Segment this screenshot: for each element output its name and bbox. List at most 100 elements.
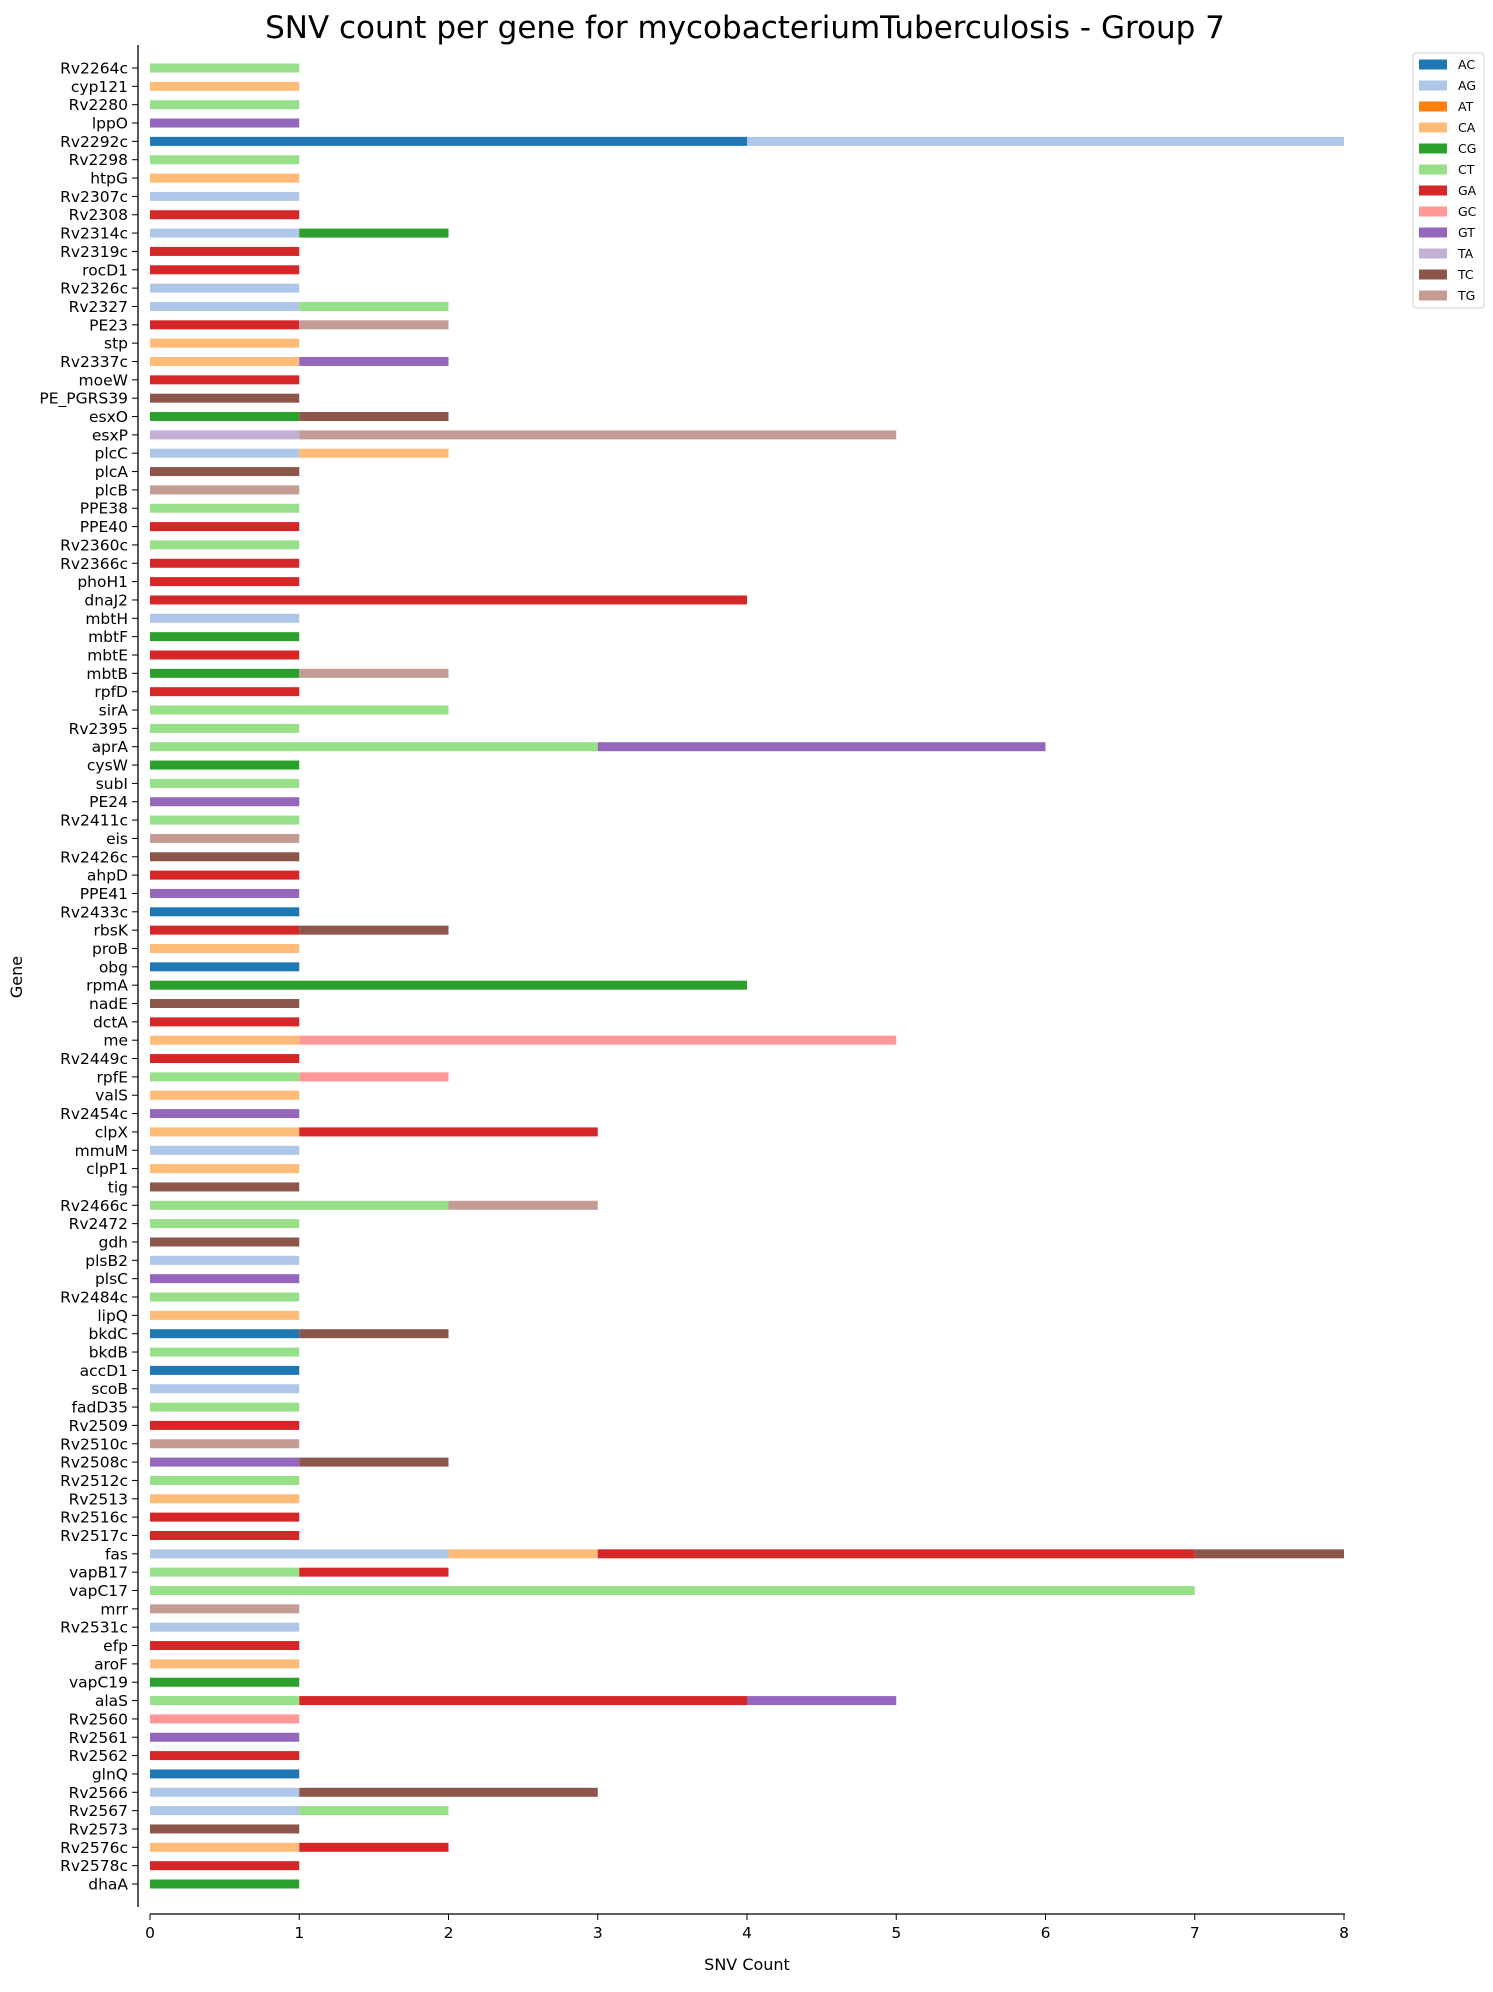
y-tick-label: mbtB xyxy=(86,665,128,683)
y-tick-label: Rv2513 xyxy=(69,1490,128,1508)
bar-segment-alaS-CT xyxy=(150,1696,300,1706)
y-tick-label: moeW xyxy=(79,371,128,389)
y-tick-label: Rv2516c xyxy=(60,1509,128,1527)
bar-segment-Rv2562-GA xyxy=(150,1751,300,1761)
bar-segment-Rv2319c-GA xyxy=(150,246,300,256)
y-tick-label: Rv2298 xyxy=(69,151,128,169)
y-tick-label: lipQ xyxy=(97,1307,128,1325)
bar-segment-Rv2508c-TC xyxy=(299,1457,449,1467)
y-tick-label: Rv2366c xyxy=(60,555,128,573)
y-tick-label: fas xyxy=(105,1545,128,1563)
y-tick-label: Rv2292c xyxy=(60,133,128,151)
legend-label-AT: AT xyxy=(1458,99,1474,114)
bar-segment-dnaJ2-GA xyxy=(150,595,747,605)
y-tick-label: Rv2562 xyxy=(69,1747,128,1765)
bar-segment-Rv2573-TC xyxy=(150,1824,300,1834)
bar-segment-rpfD-GA xyxy=(150,687,300,697)
y-tick-label: sirA xyxy=(99,702,129,720)
y-tick-label: mbtE xyxy=(87,646,128,664)
y-tick-label: plcB xyxy=(95,481,128,499)
bar-segment-rocD1-GA xyxy=(150,265,300,275)
y-tick-label: Rv2510c xyxy=(60,1435,128,1453)
y-tick-label: htpG xyxy=(90,170,128,188)
y-tick-label: Rv2576c xyxy=(60,1839,128,1857)
bar-segment-rpfE-CT xyxy=(150,1072,300,1082)
y-tick-label: clpP1 xyxy=(86,1160,128,1178)
bar-segment-aprA-GT xyxy=(597,742,1046,752)
bar-segment-vapC17-CT xyxy=(150,1586,1195,1596)
bar-segment-proB-CA xyxy=(150,943,300,953)
bar-segment-mmuM-AG xyxy=(150,1145,300,1155)
y-tick-label: Rv2280 xyxy=(69,96,128,114)
y-tick-label: gdh xyxy=(98,1233,128,1251)
bar-segment-Rv2292c-AG xyxy=(747,136,1344,146)
bar-segment-Rv2264c-CT xyxy=(150,63,300,73)
legend-label-TC: TC xyxy=(1457,267,1474,282)
y-tick-label: mrr xyxy=(100,1600,128,1618)
bar-segment-alaS-GT xyxy=(747,1696,897,1706)
legend-swatch-CT xyxy=(1419,164,1447,175)
legend-swatch-TC xyxy=(1419,269,1447,280)
legend-swatch-GA xyxy=(1419,185,1447,196)
bar-segment-valS-CA xyxy=(150,1090,300,1100)
bar-segment-plcB-TG xyxy=(150,485,300,495)
x-axis-label: SNV Count xyxy=(704,1955,790,1974)
y-tick-label: Rv2454c xyxy=(60,1105,128,1123)
y-tick-label: PPE40 xyxy=(80,518,128,536)
y-tick-label: proB xyxy=(92,940,128,958)
legend-swatch-GT xyxy=(1419,227,1447,238)
y-tick-label: cyp121 xyxy=(71,78,128,96)
bar-segment-fas-AG xyxy=(150,1549,449,1559)
y-tick-label: efp xyxy=(103,1637,128,1655)
bar-segment-plcC-CA xyxy=(299,448,449,458)
bar-segment-Rv2360c-CT xyxy=(150,540,300,550)
bar-segment-obg-AC xyxy=(150,962,300,972)
y-tick-label: Rv2395 xyxy=(69,720,128,738)
bar-segment-esxP-TA xyxy=(150,430,300,440)
y-tick-label: dctA xyxy=(93,1013,128,1031)
bar-segment-gdh-TC xyxy=(150,1237,300,1247)
bar-segment-tig-TC xyxy=(150,1182,300,1192)
bar-segment-plsC-GT xyxy=(150,1274,300,1284)
bar-segment-Rv2411c-CT xyxy=(150,815,300,825)
bar-segment-Rv2298-CT xyxy=(150,155,300,165)
bar-segment-Rv2326c-AG xyxy=(150,283,300,293)
bar-segment-stp-CA xyxy=(150,338,300,348)
legend-label-GT: GT xyxy=(1458,225,1475,240)
y-tick-label: dnaJ2 xyxy=(84,591,128,609)
bar-segment-bkdC-AC xyxy=(150,1329,300,1339)
y-tick-label: PE_PGRS39 xyxy=(39,390,128,409)
bar-segment-dhaA-CG xyxy=(150,1879,300,1889)
bar-segment-Rv2314c-CG xyxy=(299,228,449,238)
y-tick-label: Rv2337c xyxy=(60,353,128,371)
y-tick-label: scoB xyxy=(91,1380,128,1398)
bar-segment-Rv2576c-GA xyxy=(299,1842,449,1852)
bar-segment-nadE-TC xyxy=(150,999,300,1009)
bar-segment-aprA-CT xyxy=(150,742,598,752)
bar-segment-vapB17-GA xyxy=(299,1567,449,1577)
bar-segment-Rv2454c-GT xyxy=(150,1109,300,1119)
y-tick-label: valS xyxy=(95,1087,128,1105)
y-tick-label: glnQ xyxy=(92,1765,128,1783)
y-tick-label: bkdB xyxy=(89,1344,128,1362)
bar-segment-rpmA-CG xyxy=(150,980,747,990)
bar-segment-fas-TC xyxy=(1194,1549,1344,1559)
bar-segment-Rv2314c-AG xyxy=(150,228,300,238)
bar-segment-eis-TG xyxy=(150,833,300,843)
y-tick-label: mbtF xyxy=(88,628,128,646)
bar-segment-plcC-AG xyxy=(150,448,300,458)
y-tick-label: Rv2484c xyxy=(60,1289,128,1307)
bar-segment-alaS-GA xyxy=(299,1696,747,1706)
bar-segment-Rv2516c-GA xyxy=(150,1512,300,1522)
x-tick-label: 4 xyxy=(742,1924,752,1942)
bar-segment-plsB2-AG xyxy=(150,1255,300,1265)
y-tick-label: obg xyxy=(99,958,128,976)
y-tick-label: vapB17 xyxy=(69,1564,128,1582)
bar-segment-PPE40-GA xyxy=(150,522,300,532)
bar-segment-lipQ-CA xyxy=(150,1310,300,1320)
bar-segment-cyp121-CA xyxy=(150,81,300,91)
bar-segment-fas-GA xyxy=(597,1549,1195,1559)
bar-segment-moeW-GA xyxy=(150,375,300,385)
x-tick-label: 0 xyxy=(145,1924,155,1942)
